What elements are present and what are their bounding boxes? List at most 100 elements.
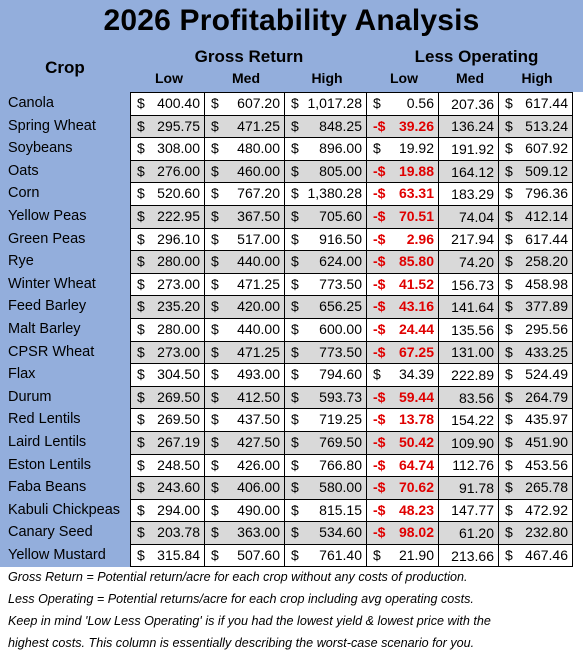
g-low-cell: $248.50 (130, 453, 205, 478)
currency-symbol: $ (211, 366, 219, 383)
l-high-cell: $513.24 (498, 114, 573, 139)
table-row: $222.95 $367.50 $705.60 -$ 70.51 74.04 $412.14 (130, 204, 573, 229)
cell-value: 433.25 (525, 343, 568, 360)
currency-symbol: $ (291, 253, 299, 270)
table-row: $520.60 $767.20 $1,380.28 -$ 63.31 183.29 $796… (130, 182, 573, 206)
currency-symbol: $ (291, 230, 299, 247)
less-med-header: Med (456, 70, 484, 86)
gross-med-header: Med (232, 70, 260, 86)
profitability-table: $400.40 $607.20 $1,017.28 $0.56 207.36 $617.4… (130, 92, 573, 568)
cell-value: 460.00 (237, 162, 280, 179)
crop-name: Eston Lentils (8, 456, 92, 473)
l-high-cell: $467.46 (498, 543, 573, 568)
less-high-header: High (521, 70, 553, 86)
cell-value: 1,017.28 (307, 95, 363, 111)
l-high-cell: $607.92 (498, 137, 573, 161)
currency-symbol: $ (137, 479, 145, 496)
cell-value: 766.80 (319, 456, 362, 473)
currency-symbol: $ (291, 140, 299, 157)
g-med-cell: $460.00 (204, 159, 285, 184)
currency-symbol: $ (291, 456, 299, 473)
cell-value: 815.15 (319, 501, 362, 518)
g-high-cell: $1,017.28 (284, 92, 367, 116)
cell-value: 593.73 (319, 388, 362, 405)
gross-return-header: Gross Return (194, 47, 304, 66)
l-high-cell: $524.49 (498, 363, 573, 387)
g-high-cell: $848.25 (284, 114, 367, 139)
l-med-cell: 131.00 (438, 340, 499, 365)
currency-symbol: $ (137, 185, 145, 202)
currency-symbol: $ (137, 140, 145, 157)
currency-symbol: $ (137, 456, 145, 473)
currency-symbol: $ (291, 275, 299, 292)
l-low-cell: -$ 2.96 (366, 227, 439, 252)
crop-name: Oats (8, 162, 39, 179)
g-high-cell: $593.73 (284, 385, 367, 410)
l-low-cell: -$ 43.16 (366, 295, 439, 319)
cell-value: 265.78 (525, 479, 568, 496)
g-low-cell: $243.60 (130, 476, 205, 500)
currency-symbol: $ (137, 298, 145, 315)
currency-symbol: -$ (373, 456, 386, 473)
currency-symbol: $ (291, 343, 299, 360)
cell-value: 607.20 (237, 95, 280, 111)
l-high-cell: $796.36 (498, 182, 573, 206)
l-low-cell: -$ 98.02 (366, 521, 439, 545)
g-low-cell: $273.00 (130, 272, 205, 297)
currency-symbol: $ (137, 275, 145, 292)
currency-symbol: $ (505, 230, 513, 247)
currency-symbol: -$ (373, 411, 386, 428)
g-med-cell: $767.20 (204, 182, 285, 206)
table-row: $273.00 $471.25 $773.50 -$ 67.25 131.00 $433.2… (130, 340, 573, 365)
g-med-cell: $471.25 (204, 272, 285, 297)
crop-name: Green Peas (8, 230, 86, 247)
currency-symbol: $ (137, 501, 145, 518)
cell-value: 295.75 (157, 117, 200, 134)
currency-symbol: $ (505, 433, 513, 450)
l-high-cell: $435.97 (498, 408, 573, 432)
cell-value: 493.00 (237, 366, 280, 383)
currency-symbol: $ (137, 546, 145, 563)
g-low-cell: $280.00 (130, 250, 205, 274)
cell-value: 509.12 (525, 162, 568, 179)
cell-value: 600.00 (319, 320, 362, 337)
note-line: Less Operating = Potential returns/acre … (8, 592, 474, 606)
note-line: Keep in mind 'Low Less Operating' is if … (8, 614, 491, 628)
crop-name: Yellow Peas (8, 208, 87, 224)
g-low-cell: $315.84 (130, 543, 205, 568)
cell-value: 524.49 (525, 366, 568, 383)
table-row: $294.00 $490.00 $815.15 -$ 48.23 147.77 $472.9… (130, 498, 573, 523)
g-low-cell: $294.00 (130, 498, 205, 523)
note-line: Gross Return = Potential return/acre for… (8, 570, 468, 584)
l-high-cell: $412.14 (498, 204, 573, 229)
currency-symbol: $ (291, 366, 299, 383)
g-low-cell: $269.50 (130, 385, 205, 410)
crop-name: Rye (8, 253, 34, 270)
crop-name: Canola (8, 95, 54, 111)
l-high-cell: $458.98 (498, 272, 573, 297)
currency-symbol: $ (211, 546, 219, 563)
currency-symbol: $ (211, 207, 219, 224)
g-high-cell: $766.80 (284, 453, 367, 478)
cell-value: 507.60 (237, 546, 280, 563)
l-med-cell: 136.24 (438, 114, 499, 139)
currency-symbol: $ (505, 207, 513, 224)
g-high-cell: $761.40 (284, 543, 367, 568)
l-low-cell: -$ 67.25 (366, 340, 439, 365)
currency-symbol: $ (291, 162, 299, 179)
cell-value: 0.56 (406, 95, 434, 111)
currency-symbol: -$ (373, 479, 386, 496)
l-high-cell: $265.78 (498, 476, 573, 500)
g-high-cell: $719.25 (284, 408, 367, 432)
currency-symbol: $ (291, 479, 299, 496)
l-med-cell: 156.73 (438, 272, 499, 297)
cell-value: 617.44 (525, 230, 568, 247)
cell-value: 458.98 (525, 275, 568, 292)
cell-value: 1,380.28 (307, 185, 363, 202)
cell-value: 203.78 (157, 524, 200, 541)
l-high-cell: $232.80 (498, 521, 573, 545)
currency-symbol: $ (137, 433, 145, 450)
crop-name: Yellow Mustard (8, 547, 106, 563)
g-med-cell: $507.60 (204, 543, 285, 568)
crop-name: Corn (8, 185, 40, 202)
